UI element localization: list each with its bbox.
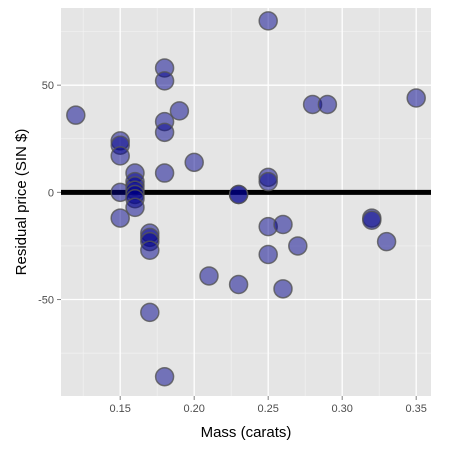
data-point — [258, 11, 278, 31]
x-axis-title: Mass (carats) — [201, 424, 292, 441]
y-tick-label: 50 — [42, 80, 54, 92]
data-point — [154, 163, 175, 183]
x-tick-label: 0.35 — [405, 403, 426, 415]
data-point — [406, 88, 426, 108]
major-gridlines — [61, 8, 431, 396]
data-point — [228, 184, 249, 205]
data-point — [110, 146, 130, 166]
data-point — [154, 122, 175, 143]
data-point — [273, 279, 293, 299]
data-point — [258, 171, 278, 192]
data-point — [288, 236, 308, 256]
x-tick-label: 0.25 — [257, 403, 278, 415]
data-point — [228, 274, 249, 295]
data-point — [140, 302, 160, 323]
data-point — [125, 197, 145, 218]
data-point — [140, 240, 160, 260]
plot-panel — [61, 8, 431, 396]
y-axis-title: Residual price (SIN $) — [13, 129, 30, 276]
data-points — [66, 11, 426, 387]
data-point — [154, 71, 175, 91]
y-axis-ticks: -50 0 50 — [38, 80, 61, 307]
data-point — [362, 210, 382, 230]
x-tick-label: 0.20 — [183, 403, 204, 415]
x-tick-label: 0.30 — [331, 403, 352, 415]
y-tick-label: 0 — [48, 187, 54, 199]
data-point — [199, 266, 219, 286]
data-point — [317, 94, 338, 115]
data-point — [184, 152, 204, 173]
y-tick-label: -50 — [38, 295, 54, 307]
data-point — [66, 105, 86, 125]
data-point — [110, 208, 130, 228]
data-point — [258, 244, 278, 265]
data-point — [273, 214, 293, 235]
data-point — [154, 366, 175, 387]
data-point — [376, 231, 397, 252]
x-axis-ticks: 0.15 0.20 0.25 0.30 0.35 — [109, 396, 427, 415]
data-point — [169, 101, 190, 121]
x-tick-label: 0.15 — [109, 403, 130, 415]
